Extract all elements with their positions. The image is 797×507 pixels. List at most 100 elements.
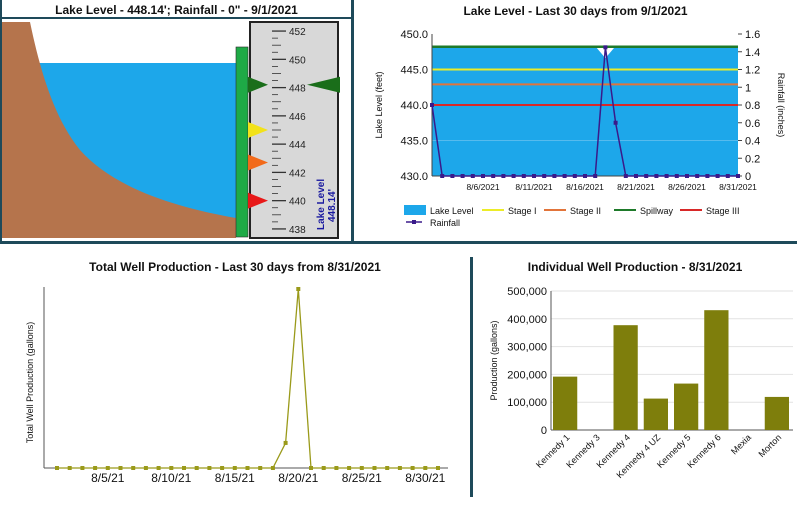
individual-production-panel: Individual Well Production - 8/31/2021 5…: [473, 257, 797, 497]
individual-chart: 500,000400,000300,000200,000100,0000Kenn…: [489, 286, 793, 480]
total30-point: [423, 466, 428, 470]
rainfall-point: [450, 174, 455, 178]
total30-point: [143, 466, 148, 470]
gauge-tick-label: 442: [289, 168, 306, 179]
individual-ylabel: Production (gallons): [489, 320, 499, 400]
gauge-tick-label: 440: [289, 197, 306, 208]
rainfall-point: [695, 174, 700, 178]
gauge-marker-stage-iii: [248, 192, 268, 209]
legend-swatch-rainfall-dot: [412, 220, 416, 224]
lake30-y2label: Rainfall (inches): [776, 73, 786, 138]
lake30-y2tick-label: 0: [745, 171, 751, 183]
separator-horizontal: [0, 241, 797, 244]
lake30-chart: 450.0 445.0 440.0 435.0 430.0 1.6 1.4 1.2 1 0.8 0.…: [374, 29, 786, 228]
total30-title: Total Well Production - Last 30 days fro…: [89, 260, 381, 274]
gauge-marker-spillway: [248, 76, 268, 93]
rainfall-point: [705, 174, 710, 178]
total30-point: [309, 466, 313, 470]
separator-vertical-bottom: [470, 257, 473, 497]
rainfall-point: [470, 174, 475, 178]
lake30-xtick-label: 8/26/2021: [668, 182, 706, 192]
lake30-ytick-label: 435.0: [400, 136, 428, 148]
gauge-marker-stage-ii: [248, 154, 268, 171]
total30-point: [334, 466, 339, 470]
individual-bar: [674, 383, 699, 430]
lake30-y2tick-label: 1.2: [745, 65, 760, 77]
rainfall-point: [521, 174, 526, 178]
total30-line: [57, 288, 438, 469]
level-bar: [235, 46, 249, 238]
rainfall-point: [593, 174, 598, 178]
total30-point: [258, 466, 263, 470]
gauge-tick-label: 448: [289, 84, 306, 95]
individual-bar: [704, 310, 729, 430]
rainfall-point: [542, 174, 547, 178]
rainfall-point: [634, 174, 638, 178]
rainfall-point: [685, 174, 689, 178]
rainfall-point: [460, 174, 465, 178]
lake30-y2tick-label: 0.6: [745, 118, 760, 130]
lake-gauge-panel: Lake Level - 448.14'; Rainfall - 0" - 9/…: [2, 0, 351, 241]
total30-xtick-label: 8/30/21: [405, 471, 445, 485]
individual-bar: [643, 398, 668, 430]
gauge-marker-stage-i: [248, 122, 268, 138]
rainfall-point: [613, 120, 618, 125]
rainfall-point: [644, 174, 649, 178]
total30-point: [359, 466, 364, 470]
total30-point: [80, 466, 85, 470]
total30-point: [245, 466, 250, 470]
total30-point: [194, 466, 199, 470]
total30-point: [67, 466, 72, 470]
legend-label: Lake Level: [430, 206, 474, 216]
rainfall-point: [715, 174, 720, 178]
individual-ytick-label: 200,000: [507, 369, 547, 381]
gauge-tick-label: 450: [289, 55, 306, 66]
rainfall-point: [481, 174, 485, 178]
gauge-title: Lake Level - 448.14'; Rainfall - 0" - 9/…: [55, 3, 298, 17]
lake30-ytick-label: 440.0: [400, 100, 428, 112]
total30-point: [220, 466, 225, 470]
gauge-reading-value: 448.14': [327, 189, 338, 222]
rainfall-point: [654, 174, 659, 178]
rainfall-point: [552, 174, 557, 178]
total30-point: [55, 466, 59, 470]
individual-ytick-label: 0: [541, 425, 547, 437]
rainfall-point: [736, 174, 740, 178]
total30-point: [182, 466, 186, 470]
lake30-xtick-label: 8/31/2021: [719, 182, 757, 192]
total30-point: [372, 466, 377, 470]
legend-label: Rainfall: [430, 218, 460, 228]
rainfall-point: [725, 174, 730, 178]
rainfall-point: [562, 174, 567, 178]
rainfall-point: [501, 174, 506, 178]
total30-xtick-label: 8/10/21: [151, 471, 191, 485]
lake-gauge: 438 440 442 444 446 448 450 452 Lake Level 448.…: [2, 17, 351, 239]
gauge-tick-label: 452: [289, 27, 306, 38]
individual-xtick-label: Morton: [756, 432, 783, 459]
individual-ytick-label: 300,000: [507, 342, 547, 354]
total30-point: [296, 287, 301, 291]
total30-point: [397, 466, 402, 470]
rainfall-point: [572, 174, 577, 178]
lake30-xtick-label: 8/21/2021: [617, 182, 655, 192]
total30-ylabel: Total Well Production (gallons): [25, 322, 35, 443]
total30-point: [436, 466, 440, 470]
total30-chart: 8/5/21 8/10/21 8/15/21 8/20/21 8/25/21 8/30/2…: [25, 287, 448, 485]
rainfall-point: [511, 174, 516, 178]
total30-point: [283, 440, 288, 445]
individual-ytick-label: 100,000: [507, 397, 547, 409]
gauge-tick-label: 444: [289, 140, 306, 151]
total30-point: [131, 466, 136, 470]
lake30-ytick-label: 430.0: [400, 171, 428, 183]
lake30-xtick-label: 8/11/2021: [515, 182, 552, 192]
lake30-y2tick-label: 0.8: [745, 100, 760, 112]
total30-point: [232, 466, 237, 470]
legend-swatch-lake-level: [404, 205, 426, 215]
lake-level-area: [432, 46, 738, 176]
individual-title: Individual Well Production - 8/31/2021: [527, 260, 743, 274]
gauge-marker-right-spillway: [307, 76, 340, 93]
lake30-ytick-label: 450.0: [400, 29, 428, 41]
total30-point: [410, 466, 415, 470]
rainfall-point: [674, 174, 679, 178]
lake-30-day-panel: Lake Level - Last 30 days from 9/1/2021 …: [354, 0, 797, 241]
